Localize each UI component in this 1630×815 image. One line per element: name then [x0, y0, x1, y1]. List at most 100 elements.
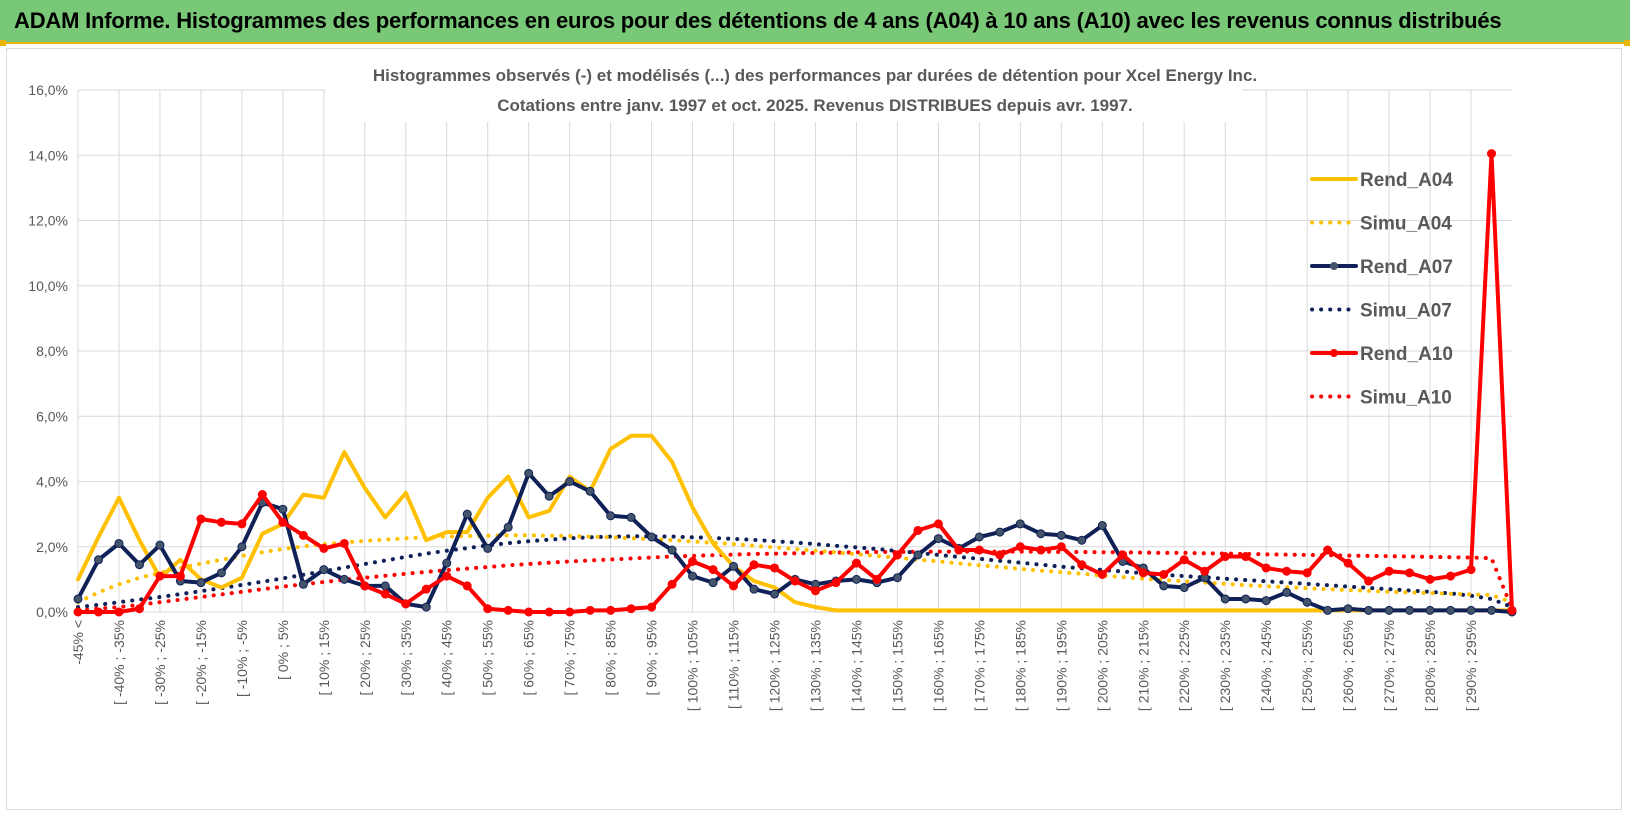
data-point [401, 599, 411, 609]
data-point [319, 543, 329, 553]
x-tick-label: [ 20% ; 25% [357, 620, 373, 696]
data-point [1179, 555, 1189, 565]
data-point [114, 538, 124, 548]
data-point [421, 584, 431, 594]
x-tick-label: [ 60% ; 65% [521, 620, 537, 696]
data-point [667, 545, 677, 555]
y-tick-label: 0,0% [36, 604, 68, 620]
x-tick-label: [ 90% ; 95% [644, 620, 660, 696]
data-point [892, 550, 902, 560]
data-point [298, 530, 308, 540]
data-point [503, 605, 513, 615]
x-tick-label: -45% < [70, 620, 86, 665]
x-tick-label: [ -40% ; -35% [111, 620, 127, 705]
data-point [1097, 521, 1107, 531]
data-point [1241, 552, 1251, 562]
y-tick-label: 4,0% [36, 474, 68, 490]
legend-item-simu_a10: Simu_A10 [1310, 388, 1452, 409]
x-tick-label: [ -20% ; -15% [193, 620, 209, 705]
legend: Rend_A04 Simu_A04 Rend_A07 Simu_A07 Rend_A10… [1310, 170, 1453, 409]
x-tick-label: [ 100% ; 105% [685, 620, 701, 711]
series-line-simu_a07 [76, 534, 1514, 610]
data-point [1364, 605, 1374, 615]
data-point [708, 578, 718, 588]
legend-label: Simu_A07 [1360, 301, 1452, 322]
data-point [1261, 563, 1271, 573]
data-point [1343, 604, 1353, 614]
chart-title-line-1: Histogrammes observés (-) et modélisés (… [373, 66, 1257, 85]
series-line-rend_a04 [76, 433, 1514, 613]
y-axis: 0,0% 2,0% 4,0% 6,0% 8,0% 10,0% 12,0% 14,0% 16,0% [28, 82, 68, 620]
data-point [544, 491, 554, 501]
x-tick-label: [ 180% ; 185% [1012, 620, 1028, 711]
data-point [647, 602, 657, 612]
data-point [1302, 568, 1312, 578]
data-point [1323, 545, 1333, 555]
data-point [1384, 566, 1394, 576]
x-tick-label: [ 140% ; 145% [848, 620, 864, 711]
data-point [974, 545, 984, 555]
data-point [1466, 565, 1476, 575]
data-point [1282, 566, 1292, 576]
data-point [1056, 530, 1066, 540]
data-point [1159, 569, 1169, 579]
x-tick-label: [ 50% ; 55% [480, 620, 496, 696]
data-point [380, 581, 390, 591]
x-tick-label: [ 40% ; 45% [439, 620, 455, 696]
x-tick-label: [ 80% ; 85% [603, 620, 619, 696]
x-tick-label: [ 280% ; 285% [1422, 620, 1438, 711]
data-point [483, 543, 493, 553]
x-tick-label: [ 230% ; 235% [1217, 620, 1233, 711]
data-point [1282, 587, 1292, 597]
y-tick-label: 2,0% [36, 539, 68, 555]
data-point [1446, 571, 1456, 581]
data-point [298, 579, 308, 589]
data-point [1425, 605, 1435, 615]
data-point [606, 511, 616, 521]
data-point [1343, 558, 1353, 568]
data-point [442, 558, 452, 568]
data-point [974, 532, 984, 542]
data-point [1159, 581, 1169, 591]
legend-item-rend_a04: Rend_A04 [1310, 170, 1453, 191]
data-point [524, 607, 534, 617]
series-layer [73, 149, 1517, 617]
series-simu_a07 [76, 534, 1514, 610]
x-tick-label: [ 150% ; 155% [889, 620, 905, 711]
y-tick-label: 14,0% [28, 147, 68, 163]
series-rend_a10 [73, 149, 1517, 617]
data-point [1036, 529, 1046, 539]
data-point [995, 550, 1005, 560]
chart-title-line-2: Cotations entre janv. 1997 et oct. 2025.… [497, 96, 1133, 115]
x-tick-label: [ 0% ; 5% [275, 620, 291, 680]
corner-marker-left [0, 40, 6, 46]
legend-label: Simu_A04 [1360, 214, 1452, 235]
data-point [851, 558, 861, 568]
x-tick-label: [ 110% ; 115% [726, 620, 742, 709]
data-point [1487, 605, 1497, 615]
data-point [1015, 542, 1025, 552]
data-point [729, 581, 739, 591]
data-point [73, 594, 83, 604]
x-tick-label: [ 240% ; 245% [1258, 620, 1274, 711]
x-tick-label: [ 160% ; 165% [930, 620, 946, 711]
data-point [319, 565, 329, 575]
data-point [749, 584, 759, 594]
y-tick-label: 16,0% [28, 82, 68, 98]
data-point [380, 589, 390, 599]
legend-label: Simu_A10 [1360, 388, 1452, 409]
x-tick-label: [ -30% ; -25% [152, 620, 168, 705]
data-point [134, 604, 144, 614]
data-point [585, 486, 595, 496]
data-point [1323, 605, 1333, 615]
legend-item-simu_a04: Simu_A04 [1310, 214, 1452, 235]
data-point [892, 573, 902, 583]
data-point [565, 477, 575, 486]
data-point [1364, 576, 1374, 586]
data-point [708, 565, 718, 575]
y-tick-label: 10,0% [28, 278, 68, 294]
data-point [729, 561, 739, 571]
y-tick-label: 8,0% [36, 343, 68, 359]
page-title: ADAM Informe. Histogrammes des performan… [14, 8, 1502, 33]
y-tick-label: 12,0% [28, 213, 68, 229]
